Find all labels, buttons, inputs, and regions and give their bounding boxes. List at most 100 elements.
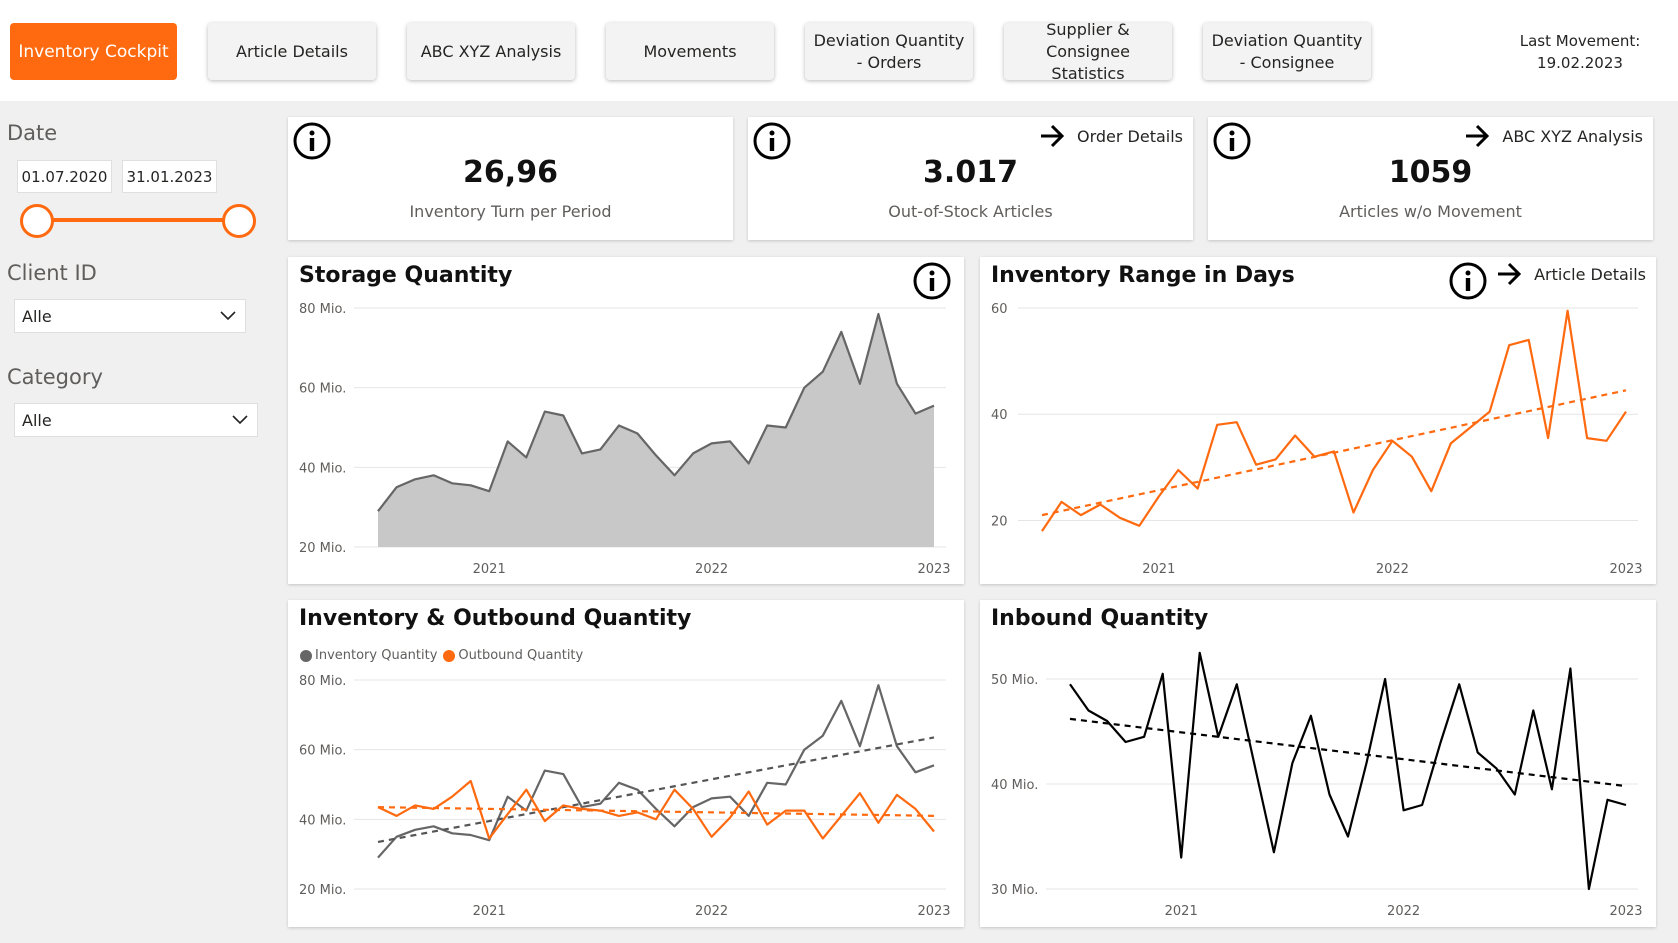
legend-dot [300,649,312,662]
chart-title: Inbound Quantity [991,606,1209,631]
y-tick-label: 40 Mio. [299,813,346,828]
category-value: Alle [22,410,52,430]
client-id-dropdown[interactable]: Alle [14,299,246,333]
tab-article-details[interactable]: Article Details [208,23,376,80]
kpi-card-articles-without-movement: ABC XYZ Analysis 1059 Articles w/o Movem… [1208,117,1653,240]
x-tick-label: 2022 [1376,562,1409,577]
tab-abc-xyz-analysis[interactable]: ABC XYZ Analysis [407,23,575,80]
date-to-input[interactable]: 31.01.2023 [122,160,217,193]
series-area [378,314,934,547]
y-tick-label: 50 Mio. [991,673,1038,688]
legend-label: Inventory Quantity [315,648,438,663]
trend-line [1041,389,1627,517]
last-movement-date: 19.02.2023 [1537,54,1623,72]
chevron-down-icon [232,415,248,425]
chevron-down-icon [220,311,236,321]
category-filter-label: Category [7,365,103,389]
y-tick-label: 80 Mio. [299,302,346,317]
x-tick-label: 2023 [917,562,950,577]
last-movement-label: Last Movement: [1519,32,1641,50]
arrow-right-icon [1498,262,1522,286]
x-tick-label: 2022 [695,904,728,919]
series-line[interactable] [377,312,935,512]
category-dropdown[interactable]: Alle [14,403,258,437]
order-details-link[interactable]: Order Details [1039,123,1183,149]
arrow-right-icon [1466,124,1490,148]
kpi-label: Out-of-Stock Articles [888,202,1053,221]
series-line[interactable] [1069,651,1627,891]
trend-line [377,806,935,817]
y-tick-label: 60 [991,302,1008,317]
x-tick-label: 2022 [1387,904,1420,919]
y-tick-label: 40 Mio. [299,461,346,476]
y-tick-label: 20 Mio. [299,883,346,898]
date-slider-end-handle[interactable] [222,204,256,238]
y-tick-label: 30 Mio. [991,883,1038,898]
y-tick-label: 80 Mio. [299,674,346,689]
x-tick-label: 2021 [473,904,506,919]
series-line[interactable] [377,684,935,859]
date-from-input[interactable]: 01.07.2020 [17,160,112,193]
chart-legend: Inventory Quantity Outbound Quantity [300,648,589,663]
x-tick-label: 2023 [917,904,950,919]
storage-quantity-card: Storage Quantity 80 Mio. 60 Mio. 40 Mio. 20… [288,257,964,584]
order-details-link-label: Order Details [1076,126,1183,146]
abc-xyz-analysis-link[interactable]: ABC XYZ Analysis [1464,123,1643,149]
tab-supplier-consignee-statistics[interactable]: Supplier & Consignee Statistics [1004,20,1172,83]
trend-line [1069,717,1627,788]
last-movement: Last Movement: 19.02.2023 [1500,30,1660,74]
kpi-card-inventory-turn: 26,96 Inventory Turn per Period [288,117,733,240]
series-line[interactable] [377,779,935,840]
date-slider-start-handle[interactable] [20,204,54,238]
info-icon[interactable] [292,121,332,161]
y-tick-label: 20 [991,514,1008,529]
y-tick-label: 20 Mio. [299,541,346,556]
x-tick-label: 2023 [1609,904,1642,919]
inbound-quantity-chart: 50 Mio. 40 Mio. 30 Mio. 2021 2022 2023 [991,651,1643,919]
tab-inventory-cockpit[interactable]: Inventory Cockpit [10,23,177,80]
article-details-link-label: Article Details [1534,264,1646,284]
kpi-value: 3.017 [923,155,1018,190]
arrow-right-icon [1040,124,1065,148]
chart-title: Inventory & Outbound Quantity [299,606,692,631]
info-icon[interactable] [912,261,952,301]
x-tick-label: 2022 [695,562,728,577]
inventory-range-card: Inventory Range in Days Article Details … [980,257,1656,584]
abc-xyz-analysis-link-label: ABC XYZ Analysis [1502,126,1643,146]
info-icon[interactable] [752,121,792,161]
kpi-label: Inventory Turn per Period [409,202,612,221]
y-tick-label: 60 Mio. [299,382,346,397]
legend-item-outbound[interactable]: Outbound Quantity [443,648,583,663]
tab-movements[interactable]: Movements [606,23,774,80]
y-tick-label: 40 [991,408,1008,423]
kpi-label: Articles w/o Movement [1339,202,1522,221]
x-tick-label: 2021 [1142,562,1175,577]
top-navigation: Inventory Cockpit Article Details ABC XY… [0,0,1678,101]
inventory-range-chart: 60 40 20 2021 2022 2023 [991,302,1643,577]
info-icon[interactable] [1448,261,1488,301]
x-tick-label: 2021 [473,562,506,577]
kpi-value: 26,96 [463,155,558,190]
date-slider-track[interactable] [37,218,240,222]
y-tick-label: 40 Mio. [991,778,1038,793]
inbound-quantity-card: Inbound Quantity 50 Mio. 40 Mio. 30 Mio. 20… [980,600,1656,927]
tab-deviation-quantity-orders[interactable]: Deviation Quantity - Orders [805,23,973,80]
article-details-link[interactable]: Article Details [1496,261,1646,287]
storage-quantity-chart: 80 Mio. 60 Mio. 40 Mio. 20 Mio. 2021 2022 2023 [299,302,951,577]
legend-item-inventory[interactable]: Inventory Quantity [300,648,437,663]
chart-title: Storage Quantity [299,263,513,288]
x-tick-label: 2021 [1165,904,1198,919]
client-id-value: Alle [22,306,52,326]
client-id-filter-label: Client ID [7,261,97,285]
date-filter-label: Date [7,121,58,145]
legend-label: Outbound Quantity [458,648,584,663]
tab-deviation-quantity-consignee[interactable]: Deviation Quantity - Consignee [1203,23,1371,80]
inventory-outbound-chart: 80 Mio. 60 Mio. 40 Mio. 20 Mio. 2021 2022 2023 [299,674,951,919]
y-tick-label: 60 Mio. [299,744,346,759]
inventory-outbound-card: Inventory & Outbound Quantity Inventory … [288,600,964,927]
kpi-card-out-of-stock: Order Details 3.017 Out-of-Stock Article… [748,117,1193,240]
info-icon[interactable] [1212,121,1252,161]
kpi-value: 1059 [1388,155,1473,190]
legend-dot [443,649,456,662]
series-line[interactable] [1041,309,1627,532]
